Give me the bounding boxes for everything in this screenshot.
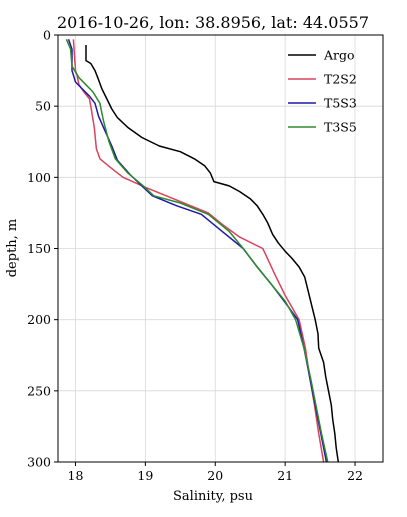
- y-tick-label: 300: [27, 455, 51, 470]
- series-line-t2s2: [72, 39, 325, 463]
- plot-area: 18 19 20 21 22 0 50 100 150 200 250 300: [27, 28, 384, 483]
- series-line-t5s3: [67, 39, 328, 463]
- y-axis-label: depth, m: [5, 219, 20, 278]
- y-tick-label: 150: [27, 241, 51, 256]
- legend-label-t2s2: T2S2: [324, 72, 357, 87]
- x-tick-label: 21: [277, 468, 293, 483]
- y-tick-label: 100: [27, 170, 51, 185]
- legend-label-t5s3: T5S3: [324, 96, 357, 111]
- chart-title: 2016-10-26, lon: 38.8956, lat: 44.0557: [57, 13, 369, 32]
- x-tick-label: 22: [347, 468, 363, 483]
- series-line-t3s5: [65, 39, 329, 463]
- y-tick-label: 200: [27, 312, 51, 327]
- x-tick-label: 19: [137, 468, 153, 483]
- y-tick-label: 0: [43, 28, 51, 43]
- x-axis-label: Salinity, psu: [173, 489, 253, 504]
- y-tick-label: 250: [27, 383, 51, 398]
- legend: Argo T2S2 T5S3 T3S5: [288, 48, 357, 135]
- y-tick-label: 50: [35, 99, 51, 114]
- legend-label-argo: Argo: [323, 48, 355, 63]
- x-tick-label: 18: [68, 468, 84, 483]
- legend-label-t3s5: T3S5: [324, 120, 357, 135]
- x-tick-label: 20: [207, 468, 223, 483]
- series-line-argo: [85, 45, 340, 463]
